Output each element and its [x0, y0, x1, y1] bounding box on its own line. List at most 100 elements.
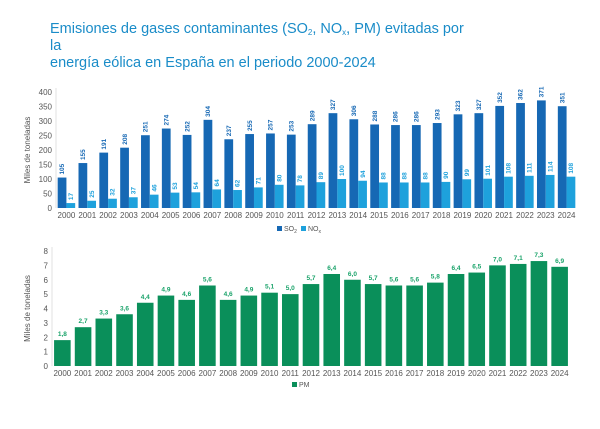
bar-pm-2008	[219, 299, 237, 366]
y-tick-label: 100	[39, 175, 53, 184]
x-tick-label: 2020	[468, 369, 486, 378]
x-tick-label: 2016	[385, 369, 403, 378]
x-tick-label: 2015	[370, 211, 388, 220]
y-tick-label: 200	[39, 146, 53, 155]
bar-so2-2017	[411, 125, 421, 208]
data-label-nox: 111	[526, 162, 533, 173]
bar-so2-2007	[203, 119, 213, 208]
legend-label-so2: SO2	[284, 226, 297, 235]
data-label-pm: 6,5	[472, 264, 481, 271]
x-tick-label: 2006	[178, 369, 196, 378]
bar-so2-2013	[328, 113, 338, 208]
x-tick-label: 2018	[426, 369, 444, 378]
data-label-nox: 78	[297, 175, 304, 183]
bar-nox-2005	[170, 192, 180, 208]
x-tick-label: 2000	[58, 211, 76, 220]
x-tick-label: 2023	[530, 369, 548, 378]
y-tick-label: 2	[44, 333, 49, 342]
x-tick-label: 2015	[364, 369, 382, 378]
x-tick-label: 2013	[328, 211, 346, 220]
data-label-nox: 17	[68, 192, 75, 200]
data-label-pm: 2,7	[79, 318, 88, 325]
data-label-nox: 80	[276, 174, 283, 182]
data-label-nox: 108	[568, 162, 575, 173]
bar-pm-2000	[54, 340, 71, 366]
bar-nox-2015	[379, 182, 388, 208]
x-tick-label: 2009	[240, 369, 258, 378]
bar-pm-2022	[509, 263, 527, 366]
data-label-so2: 191	[101, 138, 108, 149]
data-label-nox: 53	[172, 182, 179, 190]
bar-pm-2007	[199, 285, 216, 366]
bar-pm-2014	[344, 279, 361, 366]
data-label-so2: 371	[539, 86, 546, 97]
x-tick-label: 2007	[199, 369, 217, 378]
x-tick-label: 2003	[116, 369, 134, 378]
data-label-so2: 251	[143, 121, 150, 132]
data-label-nox: 88	[381, 172, 388, 180]
bar-so2-2004	[141, 135, 150, 208]
data-label-pm: 4,4	[141, 294, 150, 301]
y-tick-label: 8	[44, 247, 49, 256]
x-tick-label: 2007	[203, 211, 221, 220]
bar-nox-2007	[212, 189, 222, 208]
bar-nox-2021	[504, 176, 513, 208]
bar-pm-2002	[95, 318, 113, 366]
x-tick-label: 2011	[282, 369, 300, 378]
data-label-so2: 352	[497, 92, 504, 103]
bar-nox-2014	[358, 180, 367, 208]
x-tick-label: 2010	[261, 369, 279, 378]
x-tick-label: 2001	[78, 211, 96, 220]
bar-pm-2005	[157, 295, 175, 366]
data-label-pm: 6,4	[327, 265, 336, 272]
x-tick-label: 2023	[537, 211, 555, 220]
data-label-pm: 5,6	[389, 277, 398, 284]
data-label-pm: 5,7	[306, 275, 315, 282]
data-label-so2: 327	[476, 99, 483, 110]
y-tick-label: 0	[48, 204, 53, 213]
x-tick-label: 2008	[224, 211, 242, 220]
data-label-so2: 293	[434, 109, 441, 120]
bar-pm-2010	[261, 292, 278, 366]
y-tick-label: 350	[39, 103, 53, 112]
x-tick-label: 2004	[141, 211, 159, 220]
bar-so2-2011	[286, 134, 296, 208]
bar-so2-2012	[307, 124, 317, 208]
data-label-so2: 304	[205, 106, 212, 117]
data-label-pm: 3,3	[99, 310, 108, 317]
title-line2: energía eólica en España en el periodo 2…	[50, 55, 376, 71]
bar-pm-2003	[116, 314, 133, 366]
bar-so2-2002	[99, 152, 109, 208]
x-tick-label: 2011	[287, 211, 305, 220]
data-label-nox: 32	[110, 188, 117, 196]
data-label-nox: 54	[193, 182, 200, 190]
y-tick-label: 50	[43, 190, 52, 199]
legend-swatch-so2	[277, 226, 282, 231]
x-tick-label: 2019	[447, 369, 465, 378]
x-tick-label: 2013	[323, 369, 341, 378]
x-tick-label: 2004	[136, 369, 154, 378]
bar-so2-2005	[161, 128, 171, 208]
y-tick-label: 7	[44, 261, 49, 270]
data-label-so2: 327	[330, 99, 337, 110]
data-label-nox: 100	[339, 165, 346, 176]
data-label-so2: 208	[122, 133, 129, 144]
y-tick-label: 150	[39, 161, 53, 170]
data-label-pm: 6,4	[452, 265, 461, 272]
bar-so2-2014	[349, 119, 359, 208]
data-label-so2: 257	[268, 119, 275, 130]
data-label-pm: 6,9	[555, 258, 564, 265]
x-tick-label: 2014	[344, 369, 362, 378]
x-tick-label: 2019	[453, 211, 471, 220]
bar-nox-2018	[441, 181, 451, 208]
data-label-nox: 25	[89, 190, 96, 198]
data-label-pm: 7,0	[493, 256, 502, 263]
data-label-pm: 5,1	[265, 284, 274, 291]
x-tick-label: 2021	[489, 369, 507, 378]
x-tick-label: 2005	[157, 369, 175, 378]
bar-pm-2018	[427, 282, 444, 366]
data-label-so2: 286	[414, 111, 421, 122]
x-tick-label: 2024	[551, 369, 569, 378]
bar-nox-2020	[483, 178, 492, 208]
bar-pm-2004	[136, 302, 154, 366]
